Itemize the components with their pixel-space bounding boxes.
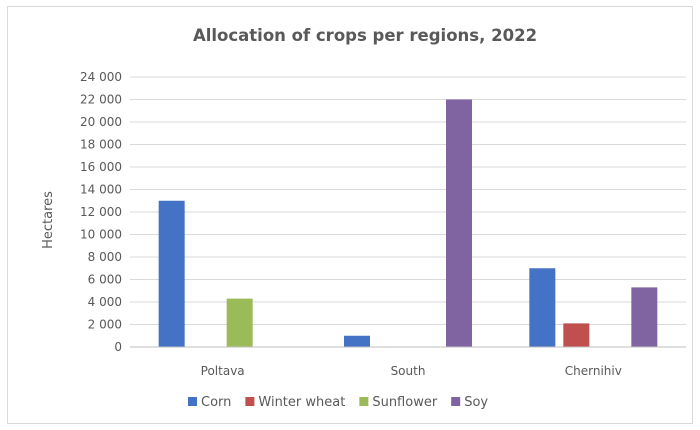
legend: Corn Winter wheat Sunflower Soy bbox=[188, 395, 488, 410]
y-tick-label: 24 000 bbox=[80, 70, 122, 84]
bar-sunflower-poltava bbox=[226, 298, 253, 347]
bar-corn-south bbox=[344, 335, 370, 347]
legend-swatch bbox=[359, 397, 369, 406]
x-tick-label: Chernihiv bbox=[565, 364, 622, 378]
x-tick-label: Poltava bbox=[201, 364, 245, 378]
bar-winter-wheat-chernihiv bbox=[563, 323, 590, 347]
bar-soy-south bbox=[446, 99, 472, 347]
x-axis-ticks: Poltava South Chernihiv bbox=[201, 364, 622, 378]
y-axis-title: Hectares bbox=[41, 191, 56, 249]
y-tick-label: 20 000 bbox=[80, 115, 122, 129]
bars bbox=[158, 99, 658, 347]
y-tick-label: 18 000 bbox=[80, 138, 122, 152]
bar-soy-chernihiv bbox=[631, 287, 658, 347]
y-tick-label: 4 000 bbox=[88, 295, 122, 309]
y-tick-label: 0 bbox=[114, 340, 122, 354]
y-tick-label: 14 000 bbox=[80, 183, 122, 197]
x-tick-label: South bbox=[391, 364, 426, 378]
y-tick-label: 8 000 bbox=[88, 250, 122, 264]
y-tick-label: 6 000 bbox=[88, 273, 122, 287]
bar-corn-chernihiv bbox=[529, 268, 556, 347]
y-tick-label: 10 000 bbox=[80, 228, 122, 242]
legend-label: Sunflower bbox=[372, 395, 438, 410]
legend-swatch bbox=[188, 397, 197, 406]
bar-corn-poltava bbox=[158, 200, 185, 347]
bar-chart: Allocation of crops per regions, 2022 0 2… bbox=[41, 26, 686, 410]
legend-label: Winter wheat bbox=[258, 395, 345, 410]
gridlines bbox=[130, 76, 686, 325]
legend-swatch bbox=[451, 397, 461, 406]
legend-swatch bbox=[245, 397, 255, 406]
chart-title: Allocation of crops per regions, 2022 bbox=[193, 26, 537, 45]
y-tick-label: 22 000 bbox=[80, 93, 122, 107]
y-tick-label: 2 000 bbox=[88, 318, 122, 332]
y-tick-label: 12 000 bbox=[80, 205, 122, 219]
legend-label: Corn bbox=[201, 395, 231, 410]
chart-container: Allocation of crops per regions, 2022 0 2… bbox=[7, 6, 693, 424]
y-axis-ticks: 0 2 000 4 000 6 000 8 000 10 000 12 000 14 000 1… bbox=[80, 70, 122, 354]
y-tick-label: 16 000 bbox=[80, 160, 122, 174]
legend-label: Soy bbox=[464, 395, 488, 410]
